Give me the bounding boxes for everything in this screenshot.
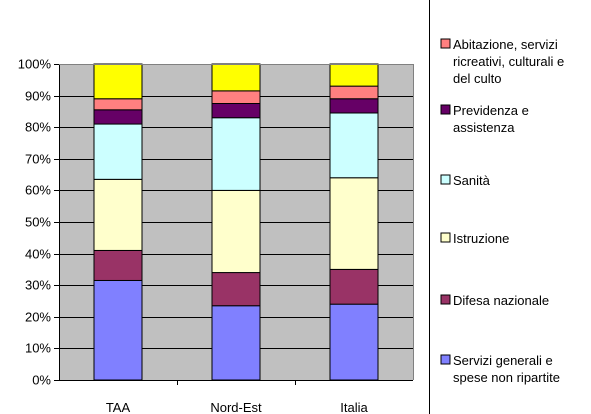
y-tick-label: 30% bbox=[25, 278, 51, 293]
bar-segment bbox=[329, 85, 379, 100]
legend-swatch bbox=[440, 354, 451, 365]
y-tick-label: 90% bbox=[25, 89, 51, 104]
legend-swatch bbox=[440, 294, 451, 305]
bar-segment bbox=[93, 98, 143, 111]
x-tick-label: Nord-Est bbox=[210, 400, 262, 414]
legend-swatch bbox=[440, 232, 451, 243]
bar-segment bbox=[329, 112, 379, 179]
bar-segment bbox=[93, 109, 143, 125]
legend-swatch bbox=[440, 38, 451, 49]
legend-label: Previdenza e assistenza bbox=[453, 103, 529, 135]
bar-segment bbox=[211, 103, 261, 119]
y-tick-label: 0% bbox=[32, 373, 51, 388]
legend-label: Servizi generali e spese non ripartite bbox=[453, 353, 560, 385]
bar-segment bbox=[329, 177, 379, 270]
y-tick-label: 70% bbox=[25, 152, 51, 167]
bar-segment bbox=[93, 178, 143, 251]
y-tick-label: 100% bbox=[18, 57, 52, 72]
bar-segment bbox=[211, 63, 261, 92]
y-tick-label: 60% bbox=[25, 183, 51, 198]
bar-segment bbox=[211, 90, 261, 105]
bar-segment bbox=[329, 268, 379, 305]
bar-segment bbox=[329, 98, 379, 114]
bar-segment bbox=[211, 305, 261, 381]
legend-label: Istruzione bbox=[453, 231, 509, 246]
bar-segment bbox=[211, 117, 261, 191]
x-tick-label: Italia bbox=[340, 400, 368, 414]
y-tick-label: 80% bbox=[25, 120, 51, 135]
bar-segment bbox=[211, 272, 261, 307]
y-tick-label: 10% bbox=[25, 341, 51, 356]
bar-segment bbox=[93, 123, 143, 180]
bar-segment bbox=[93, 279, 143, 381]
legend-swatch bbox=[440, 104, 451, 115]
y-tick-label: 20% bbox=[25, 310, 51, 325]
legend-label: Difesa nazionale bbox=[453, 293, 549, 308]
legend-swatch bbox=[440, 174, 451, 185]
y-tick-label: 40% bbox=[25, 247, 51, 262]
bar-segment bbox=[93, 249, 143, 281]
bar-segment bbox=[329, 63, 379, 87]
legend-label: Abitazione, servizi ricreativi, culturali… bbox=[453, 37, 564, 86]
y-tick-label: 50% bbox=[25, 215, 51, 230]
x-tick-label: TAA bbox=[106, 400, 131, 414]
legend-label: Sanità bbox=[453, 173, 491, 188]
bar-segment bbox=[93, 63, 143, 100]
bar-segment bbox=[211, 189, 261, 274]
bar-segment bbox=[329, 303, 379, 381]
